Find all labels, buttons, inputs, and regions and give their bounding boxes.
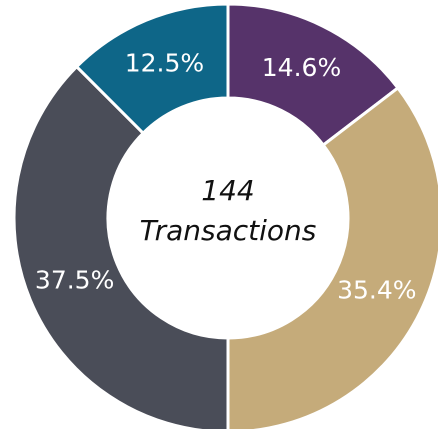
slice bbox=[12, 64, 230, 429]
value-label: 37.5% bbox=[35, 266, 114, 295]
value-label: 35.4% bbox=[337, 275, 416, 304]
slice bbox=[226, 85, 438, 429]
center-label: Transactions bbox=[140, 214, 317, 247]
value-label: 14.6% bbox=[262, 53, 341, 82]
slice bbox=[74, 2, 230, 136]
value-label: 12.5% bbox=[125, 49, 204, 78]
center-value: 144 bbox=[201, 174, 254, 207]
